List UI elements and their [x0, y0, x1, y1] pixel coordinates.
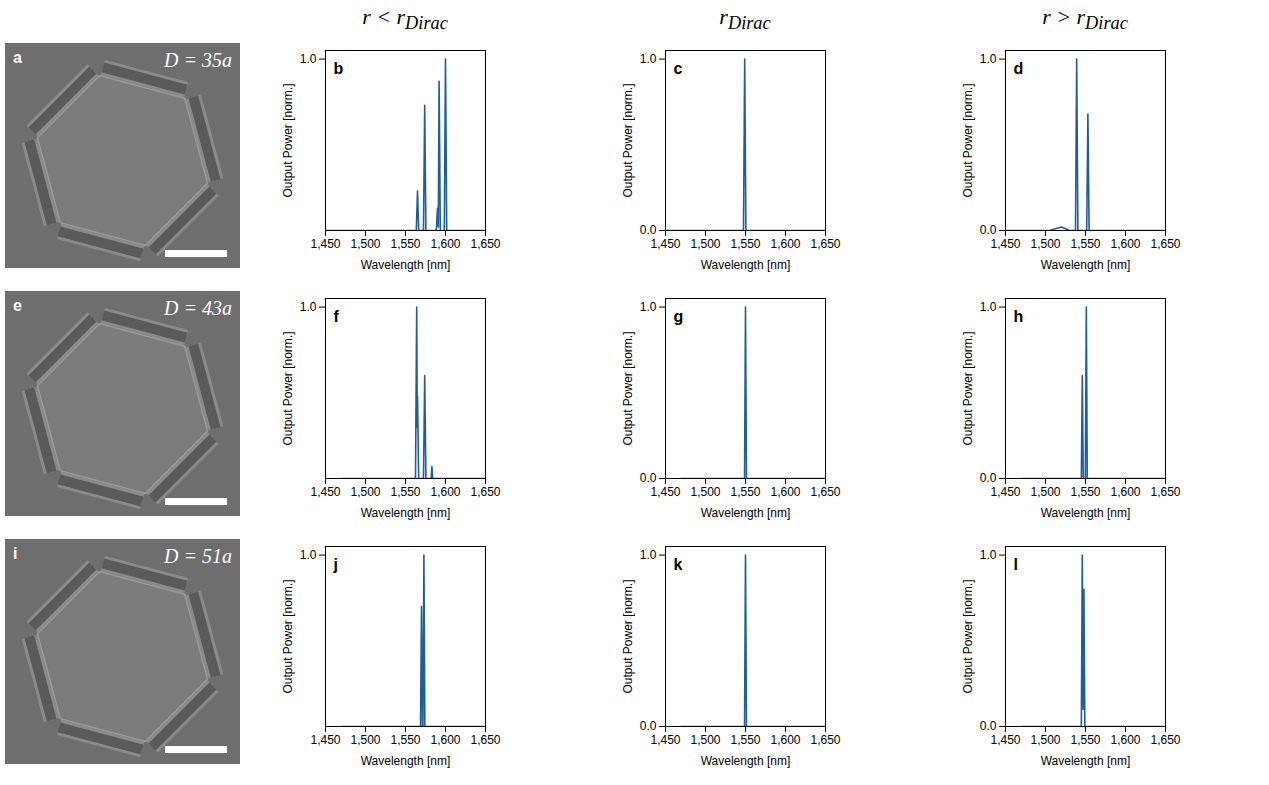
svg-text:1,650: 1,650 [1150, 733, 1180, 747]
svg-text:1,500: 1,500 [690, 485, 720, 499]
svg-text:1,550: 1,550 [730, 485, 760, 499]
svg-text:1,450: 1,450 [310, 237, 340, 251]
svg-text:1,500: 1,500 [690, 733, 720, 747]
svg-text:Output Power [norm.]: Output Power [norm.] [961, 579, 975, 693]
svg-text:1,550: 1,550 [390, 485, 420, 499]
svg-text:1,600: 1,600 [770, 733, 800, 747]
svg-text:D = 35a: D = 35a [163, 49, 232, 71]
svg-text:1,550: 1,550 [390, 733, 420, 747]
svg-text:Wavelength [nm]: Wavelength [nm] [361, 258, 451, 272]
svg-text:1,450: 1,450 [310, 733, 340, 747]
svg-text:1,450: 1,450 [990, 485, 1020, 499]
svg-text:0.0: 0.0 [980, 223, 997, 237]
svg-text:1,550: 1,550 [390, 237, 420, 251]
svg-text:1,650: 1,650 [470, 485, 500, 499]
svg-text:1.0: 1.0 [640, 548, 657, 562]
svg-text:1,500: 1,500 [690, 237, 720, 251]
svg-text:Output Power [norm.]: Output Power [norm.] [281, 331, 295, 445]
svg-text:1.0: 1.0 [640, 300, 657, 314]
svg-text:1,500: 1,500 [350, 733, 380, 747]
svg-text:j: j [333, 556, 338, 573]
svg-text:1.0: 1.0 [980, 300, 997, 314]
svg-text:0.0: 0.0 [640, 719, 657, 733]
svg-text:1.0: 1.0 [300, 52, 317, 66]
svg-text:1,600: 1,600 [1110, 237, 1140, 251]
svg-text:Output Power [norm.]: Output Power [norm.] [281, 579, 295, 693]
svg-text:0.0: 0.0 [640, 471, 657, 485]
svg-text:1,500: 1,500 [1030, 733, 1060, 747]
svg-text:Output Power [norm.]: Output Power [norm.] [621, 83, 635, 197]
svg-text:Output Power [norm.]: Output Power [norm.] [281, 83, 295, 197]
svg-text:Wavelength [nm]: Wavelength [nm] [361, 506, 451, 520]
svg-text:1,450: 1,450 [650, 237, 680, 251]
svg-text:1,650: 1,650 [470, 237, 500, 251]
svg-text:Wavelength [nm]: Wavelength [nm] [701, 258, 791, 272]
html-text:rDirac: rDirac [719, 4, 771, 34]
svg-text:0.0: 0.0 [980, 471, 997, 485]
svg-text:1,650: 1,650 [810, 237, 840, 251]
html-text:r < rDirac: r < rDirac [362, 4, 448, 34]
svg-text:c: c [674, 60, 683, 77]
svg-text:1,600: 1,600 [430, 485, 460, 499]
svg-text:1,500: 1,500 [350, 237, 380, 251]
svg-text:1,650: 1,650 [1150, 237, 1180, 251]
svg-text:d: d [1014, 60, 1024, 77]
svg-text:i: i [13, 545, 17, 562]
svg-text:Output Power [norm.]: Output Power [norm.] [961, 331, 975, 445]
svg-text:Output Power [norm.]: Output Power [norm.] [621, 331, 635, 445]
svg-text:1,500: 1,500 [1030, 237, 1060, 251]
svg-text:1,600: 1,600 [430, 733, 460, 747]
svg-text:1,500: 1,500 [350, 485, 380, 499]
svg-text:1,650: 1,650 [810, 733, 840, 747]
svg-text:1.0: 1.0 [300, 300, 317, 314]
svg-text:Wavelength [nm]: Wavelength [nm] [1041, 754, 1131, 768]
svg-text:D = 43a: D = 43a [163, 297, 232, 319]
svg-text:1.0: 1.0 [980, 52, 997, 66]
svg-text:Wavelength [nm]: Wavelength [nm] [1041, 506, 1131, 520]
svg-text:1.0: 1.0 [300, 548, 317, 562]
svg-text:1,600: 1,600 [430, 237, 460, 251]
svg-text:1.0: 1.0 [640, 52, 657, 66]
svg-text:D = 51a: D = 51a [163, 545, 232, 567]
svg-text:Wavelength [nm]: Wavelength [nm] [701, 754, 791, 768]
svg-text:1,550: 1,550 [1070, 733, 1100, 747]
svg-text:1,450: 1,450 [650, 733, 680, 747]
svg-text:Wavelength [nm]: Wavelength [nm] [1041, 258, 1131, 272]
svg-text:1,650: 1,650 [1150, 485, 1180, 499]
svg-text:1,600: 1,600 [770, 237, 800, 251]
html-text:r > rDirac: r > rDirac [1042, 4, 1128, 34]
svg-text:1,650: 1,650 [810, 485, 840, 499]
svg-text:1.0: 1.0 [980, 548, 997, 562]
svg-text:Wavelength [nm]: Wavelength [nm] [361, 754, 451, 768]
svg-text:1,450: 1,450 [650, 485, 680, 499]
svg-text:k: k [674, 556, 683, 573]
svg-text:1,550: 1,550 [1070, 237, 1100, 251]
svg-text:1,500: 1,500 [1030, 485, 1060, 499]
svg-text:1,600: 1,600 [1110, 733, 1140, 747]
svg-text:1,550: 1,550 [730, 237, 760, 251]
svg-text:1,450: 1,450 [990, 237, 1020, 251]
svg-text:e: e [13, 297, 22, 314]
svg-text:Output Power [norm.]: Output Power [norm.] [961, 83, 975, 197]
svg-text:h: h [1014, 308, 1024, 325]
svg-text:Output Power [norm.]: Output Power [norm.] [621, 579, 635, 693]
svg-text:l: l [1014, 556, 1018, 573]
svg-text:g: g [674, 308, 684, 325]
svg-text:a: a [13, 49, 22, 66]
svg-text:0.0: 0.0 [640, 223, 657, 237]
svg-text:1,600: 1,600 [1110, 485, 1140, 499]
svg-text:1,650: 1,650 [470, 733, 500, 747]
svg-text:1,600: 1,600 [770, 485, 800, 499]
svg-text:f: f [334, 308, 340, 325]
svg-text:1,550: 1,550 [1070, 485, 1100, 499]
svg-text:1,450: 1,450 [310, 485, 340, 499]
svg-text:0.0: 0.0 [980, 719, 997, 733]
svg-text:1,550: 1,550 [730, 733, 760, 747]
svg-text:1,450: 1,450 [990, 733, 1020, 747]
svg-text:b: b [334, 60, 344, 77]
svg-text:Wavelength [nm]: Wavelength [nm] [701, 506, 791, 520]
